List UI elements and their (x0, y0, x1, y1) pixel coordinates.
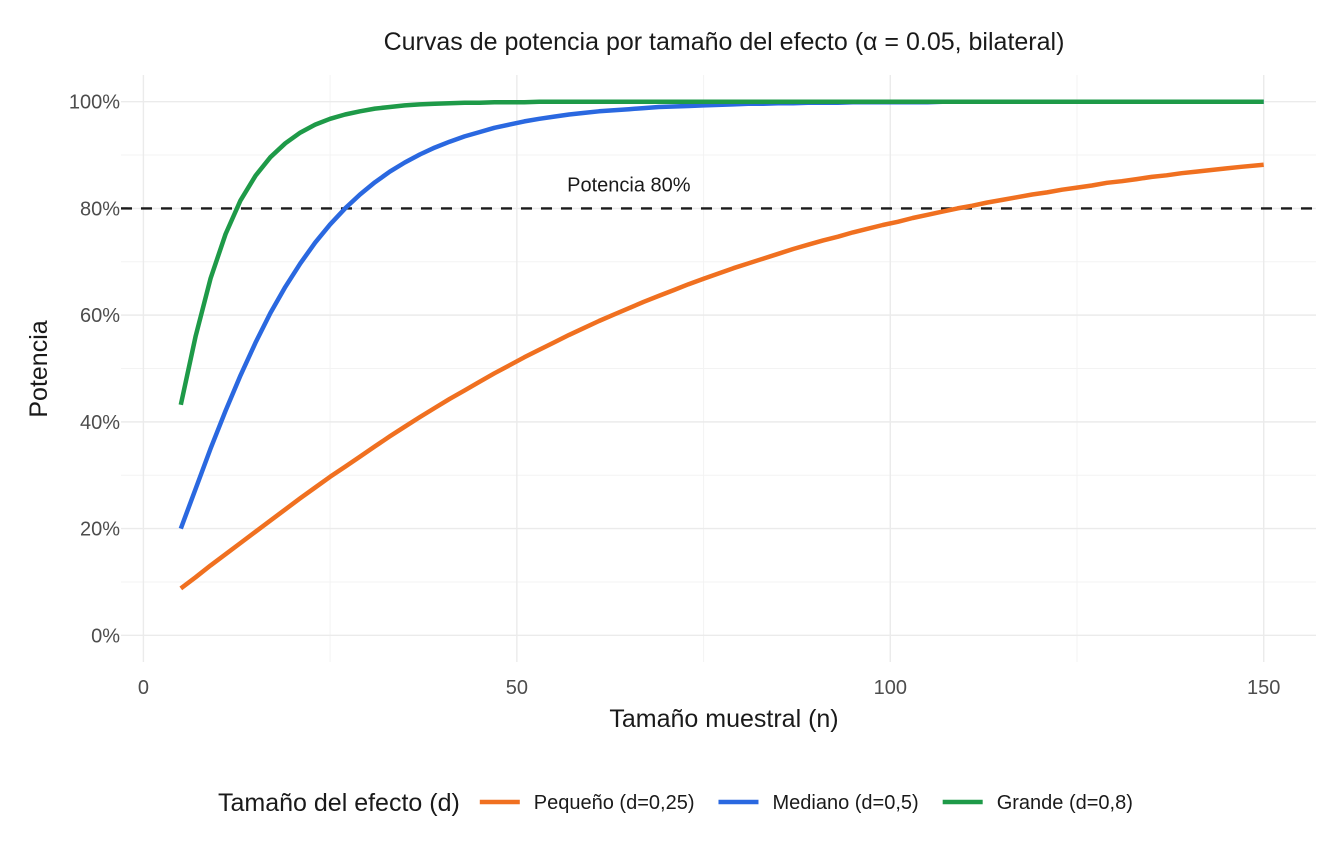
legend: Tamaño del efecto (d) Pequeño (d=0,25) Med… (218, 789, 1133, 817)
series-group (178, 99, 1264, 591)
x-tick-label: 150 (1247, 677, 1280, 699)
legend-label-2: Mediano (d=0,5) (772, 792, 918, 814)
y-tick-label: 80% (80, 198, 120, 220)
series-line-1 (179, 162, 1264, 591)
legend-label-3: Grande (d=0,8) (997, 792, 1133, 814)
x-tick-label: 50 (506, 677, 528, 699)
x-tick-label: 100 (874, 677, 907, 699)
chart-title: Curvas de potencia por tamaño del efecto… (384, 28, 1065, 56)
reference-line-group: Potencia 80% (121, 174, 1316, 210)
x-tick-label: 0 (138, 677, 149, 699)
y-tick-label: 60% (80, 305, 120, 327)
x-axis-ticks: 0 50 100 150 (138, 677, 1281, 699)
x-axis-title: Tamaño muestral (n) (609, 705, 838, 733)
legend-title: Tamaño del efecto (d) (218, 789, 460, 817)
y-tick-label: 100% (69, 92, 120, 114)
y-tick-label: 20% (80, 519, 120, 541)
series-line-3 (178, 99, 1264, 406)
y-axis-ticks: 0% 20% 40% 60% 80% 100% (69, 92, 120, 648)
grid (121, 75, 1316, 662)
y-tick-label: 0% (91, 625, 120, 647)
reference-line-label: Potencia 80% (567, 174, 691, 196)
y-tick-label: 40% (80, 412, 120, 434)
y-axis-title: Potencia (25, 320, 53, 417)
legend-label-1: Pequeño (d=0,25) (534, 792, 695, 814)
